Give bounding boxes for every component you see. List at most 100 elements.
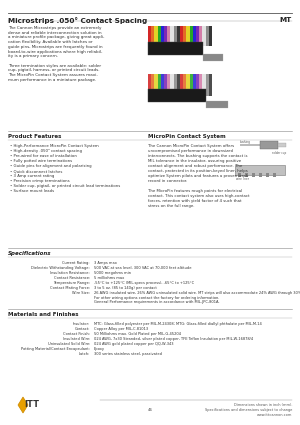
Bar <box>180 26 183 46</box>
Bar <box>148 89 206 102</box>
Bar <box>209 26 212 46</box>
Bar <box>161 26 164 46</box>
Text: Microstrips .050° Contact Spacing: Microstrips .050° Contact Spacing <box>8 17 147 24</box>
Text: forces, retention with yield factor of 4 such that: forces, retention with yield factor of 4… <box>148 199 242 203</box>
Text: 500 VAC at sea level, 300 VAC at 70,000 feet altitude: 500 VAC at sea level, 300 VAC at 70,000 … <box>94 266 191 270</box>
Bar <box>278 143 286 147</box>
Bar <box>193 74 196 96</box>
Bar <box>240 144 280 146</box>
Text: The Cannon Microstrips provide an extremely: The Cannon Microstrips provide an extrem… <box>8 26 101 30</box>
Bar <box>202 74 206 96</box>
Text: Contact Finish:: Contact Finish: <box>63 332 90 336</box>
Bar <box>206 26 209 46</box>
Bar <box>164 74 167 96</box>
Text: Insulator:: Insulator: <box>73 322 90 326</box>
Text: Contact:: Contact: <box>74 327 90 331</box>
Text: MicroPin Contact System: MicroPin Contact System <box>148 134 226 139</box>
Bar <box>170 26 174 46</box>
Text: 50 Milliohms max. Gold Plated per MIL-G-45204: 50 Milliohms max. Gold Plated per MIL-G-… <box>94 332 181 336</box>
Bar <box>235 165 285 175</box>
Bar <box>167 74 170 96</box>
Text: • High-density .050" contact spacing: • High-density .050" contact spacing <box>10 149 82 153</box>
Text: guide pins, Microstrips are frequently found in: guide pins, Microstrips are frequently f… <box>8 45 103 49</box>
Text: The MicroPin features rough points for electrical: The MicroPin features rough points for e… <box>148 189 242 193</box>
Text: wire liner: wire liner <box>236 177 249 181</box>
Text: General Performance requirements in accordance with MIL-JPC-801A.: General Performance requirements in acco… <box>94 300 220 304</box>
Bar <box>174 26 177 46</box>
Bar <box>199 26 203 46</box>
Text: The MicroPin Contact System assures maxi-: The MicroPin Contact System assures maxi… <box>8 73 98 77</box>
Text: dense and reliable interconnection solution in: dense and reliable interconnection solut… <box>8 31 102 35</box>
Bar <box>183 74 186 96</box>
Text: Copper Alloy per MIL-C-81013: Copper Alloy per MIL-C-81013 <box>94 327 148 331</box>
Text: MT: MT <box>280 17 292 23</box>
Bar <box>164 26 167 46</box>
Text: cup, pigtail, harness, or printed circuit leads.: cup, pigtail, harness, or printed circui… <box>8 68 100 72</box>
Text: contact. This contact system also uses high-contact: contact. This contact system also uses h… <box>148 194 250 198</box>
Bar <box>273 173 276 177</box>
Text: Contact Resistance:: Contact Resistance: <box>54 276 90 280</box>
Text: MIL tolerance in the insulator, assuring positive: MIL tolerance in the insulator, assuring… <box>148 159 241 163</box>
Bar <box>177 74 180 96</box>
Bar <box>183 26 186 46</box>
Text: Epoxy: Epoxy <box>94 347 105 351</box>
Bar <box>252 173 255 177</box>
Text: 3 to 5 oz. (85 to 140g) per contact: 3 to 5 oz. (85 to 140g) per contact <box>94 286 157 290</box>
Text: optimize System pilots and features a proven track: optimize System pilots and features a pr… <box>148 174 248 178</box>
Bar <box>158 26 161 46</box>
Text: 024 AWG, 7x30 Stranded, silver plated copper, TFE Teflon Insulation per MIL-W-16: 024 AWG, 7x30 Stranded, silver plated co… <box>94 337 253 341</box>
Bar <box>196 26 199 46</box>
Bar <box>186 74 190 96</box>
Text: a miniature profile package, giving great appli-: a miniature profile package, giving grea… <box>8 35 104 40</box>
Bar <box>151 74 154 96</box>
Bar <box>190 74 193 96</box>
Bar <box>177 26 180 46</box>
Text: • Quick disconnect latches: • Quick disconnect latches <box>10 169 62 173</box>
Text: • Pre-wired for ease of installation: • Pre-wired for ease of installation <box>10 154 77 158</box>
Text: Specifications and dimensions subject to change: Specifications and dimensions subject to… <box>205 408 292 412</box>
Bar <box>158 74 161 96</box>
Text: -55°C to +125°C (MIL-specs process), -65°C to +125°C: -55°C to +125°C (MIL-specs process), -65… <box>94 281 194 285</box>
Bar <box>151 26 154 46</box>
Bar <box>174 74 177 96</box>
Bar <box>206 101 228 108</box>
Text: • Fully potted wire terminations: • Fully potted wire terminations <box>10 159 72 163</box>
Bar <box>193 26 196 46</box>
Text: Uninsulated Solid Wire:: Uninsulated Solid Wire: <box>48 342 90 346</box>
Text: 3 Amps max: 3 Amps max <box>94 261 117 265</box>
Text: ITT: ITT <box>24 400 39 409</box>
Bar <box>167 26 170 46</box>
Bar <box>148 74 151 96</box>
Text: Temperature Range:: Temperature Range: <box>53 281 90 285</box>
Text: mum performance in a miniature package.: mum performance in a miniature package. <box>8 78 96 82</box>
Text: Insulation Resistance:: Insulation Resistance: <box>50 271 90 275</box>
Bar <box>196 74 199 96</box>
Polygon shape <box>18 397 28 413</box>
Text: 5 milliohms max: 5 milliohms max <box>94 276 124 280</box>
Text: Dielectric Withstanding Voltage:: Dielectric Withstanding Voltage: <box>31 266 90 270</box>
Bar <box>206 74 209 96</box>
Text: board-to-wire applications where high reliabil-: board-to-wire applications where high re… <box>8 49 102 54</box>
Bar <box>154 74 158 96</box>
Text: 300 series stainless steel, passivated: 300 series stainless steel, passivated <box>94 352 162 356</box>
Text: • Precision crimp terminations: • Precision crimp terminations <box>10 179 70 183</box>
Bar <box>148 42 203 55</box>
Text: cation flexibility. Available with latches or: cation flexibility. Available with latch… <box>8 40 93 44</box>
Text: Dimensions shown in inch (mm).: Dimensions shown in inch (mm). <box>233 403 292 407</box>
Text: ity is a primary concern.: ity is a primary concern. <box>8 54 58 58</box>
Bar <box>186 26 190 46</box>
Text: The Cannon MicroPin Contact System offers: The Cannon MicroPin Contact System offer… <box>148 144 234 148</box>
Bar <box>180 74 183 96</box>
Text: stress on the full range.: stress on the full range. <box>148 204 194 208</box>
Bar <box>266 173 269 177</box>
Text: Specifications: Specifications <box>8 251 52 256</box>
Text: bushing: bushing <box>240 140 251 144</box>
Text: Product Features: Product Features <box>8 134 62 139</box>
Text: • Guide pins for alignment and polarizing: • Guide pins for alignment and polarizin… <box>10 164 92 168</box>
Bar <box>199 74 203 96</box>
Bar <box>202 26 206 46</box>
Text: www.ittcannon.com: www.ittcannon.com <box>256 413 292 417</box>
Text: Wire Size:: Wire Size: <box>72 291 90 295</box>
Text: Insulated Wire:: Insulated Wire: <box>63 337 90 341</box>
Text: interconnects. The bushing supports the contact is: interconnects. The bushing supports the … <box>148 154 248 158</box>
